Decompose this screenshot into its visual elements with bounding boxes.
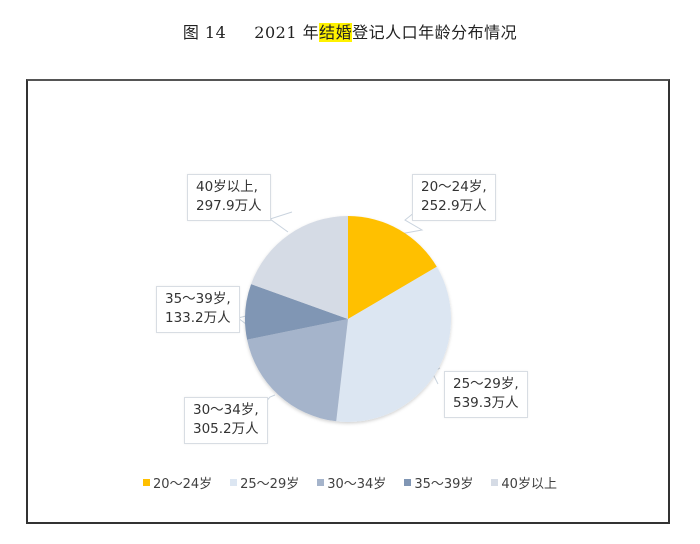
legend-swatch-icon <box>143 479 151 486</box>
data-label-20-24: 20～24岁, 252.9万人 <box>412 174 496 221</box>
slice-20-24 <box>348 216 437 319</box>
legend-item-40-plus: 40岁以上 <box>491 473 557 492</box>
legend-swatch-icon <box>230 479 238 486</box>
data-label-40-plus: 40岁以上, 297.9万人 <box>187 174 271 221</box>
figure-number: 图 14 <box>182 23 227 42</box>
title-prefix: 2021 年 <box>254 23 320 42</box>
label-value: 133.2万人 <box>165 310 231 326</box>
data-label-35-39: 35～39岁, 133.2万人 <box>156 286 240 333</box>
chart-title: 图 14 2021 年结婚登记人口年龄分布情况 <box>0 19 700 43</box>
legend-swatch-icon <box>404 479 412 486</box>
legend-swatch-icon <box>317 479 325 486</box>
label-category: 30～34岁, <box>193 402 259 418</box>
data-label-25-29: 25～29岁, 539.3万人 <box>444 371 528 418</box>
legend-label: 25～29岁 <box>240 477 300 492</box>
legend-label: 30～34岁 <box>327 477 387 492</box>
title-suffix: 登记人口年龄分布情况 <box>352 23 518 42</box>
legend-label: 20～24岁 <box>153 477 213 492</box>
pie-slices <box>245 216 451 422</box>
chart-legend: 20～24岁 25～29岁 30～34岁 35～39岁 40岁以上 <box>0 473 700 492</box>
label-category: 35～39岁, <box>165 291 231 307</box>
label-value: 539.3万人 <box>453 395 519 411</box>
label-category: 40岁以上, <box>196 179 258 195</box>
slice-40-plus <box>251 216 348 319</box>
label-value: 252.9万人 <box>421 198 487 214</box>
legend-label: 35～39岁 <box>414 477 474 492</box>
slice-35-39 <box>245 284 348 340</box>
label-value: 305.2万人 <box>193 421 259 437</box>
legend-item-35-39: 35～39岁 <box>404 473 473 492</box>
title-highlight: 结婚 <box>319 23 353 42</box>
label-value: 297.9万人 <box>196 198 262 214</box>
legend-label: 40岁以上 <box>501 477 557 492</box>
legend-item-30-34: 30～34岁 <box>317 473 386 492</box>
slice-30-34 <box>247 319 348 422</box>
label-category: 20～24岁, <box>421 179 487 195</box>
slice-25-29 <box>336 266 451 422</box>
data-label-30-34: 30～34岁, 305.2万人 <box>184 397 268 444</box>
legend-item-25-29: 25～29岁 <box>230 473 299 492</box>
legend-item-20-24: 20～24岁 <box>143 473 212 492</box>
label-category: 25～29岁, <box>453 376 519 392</box>
legend-swatch-icon <box>491 479 499 486</box>
